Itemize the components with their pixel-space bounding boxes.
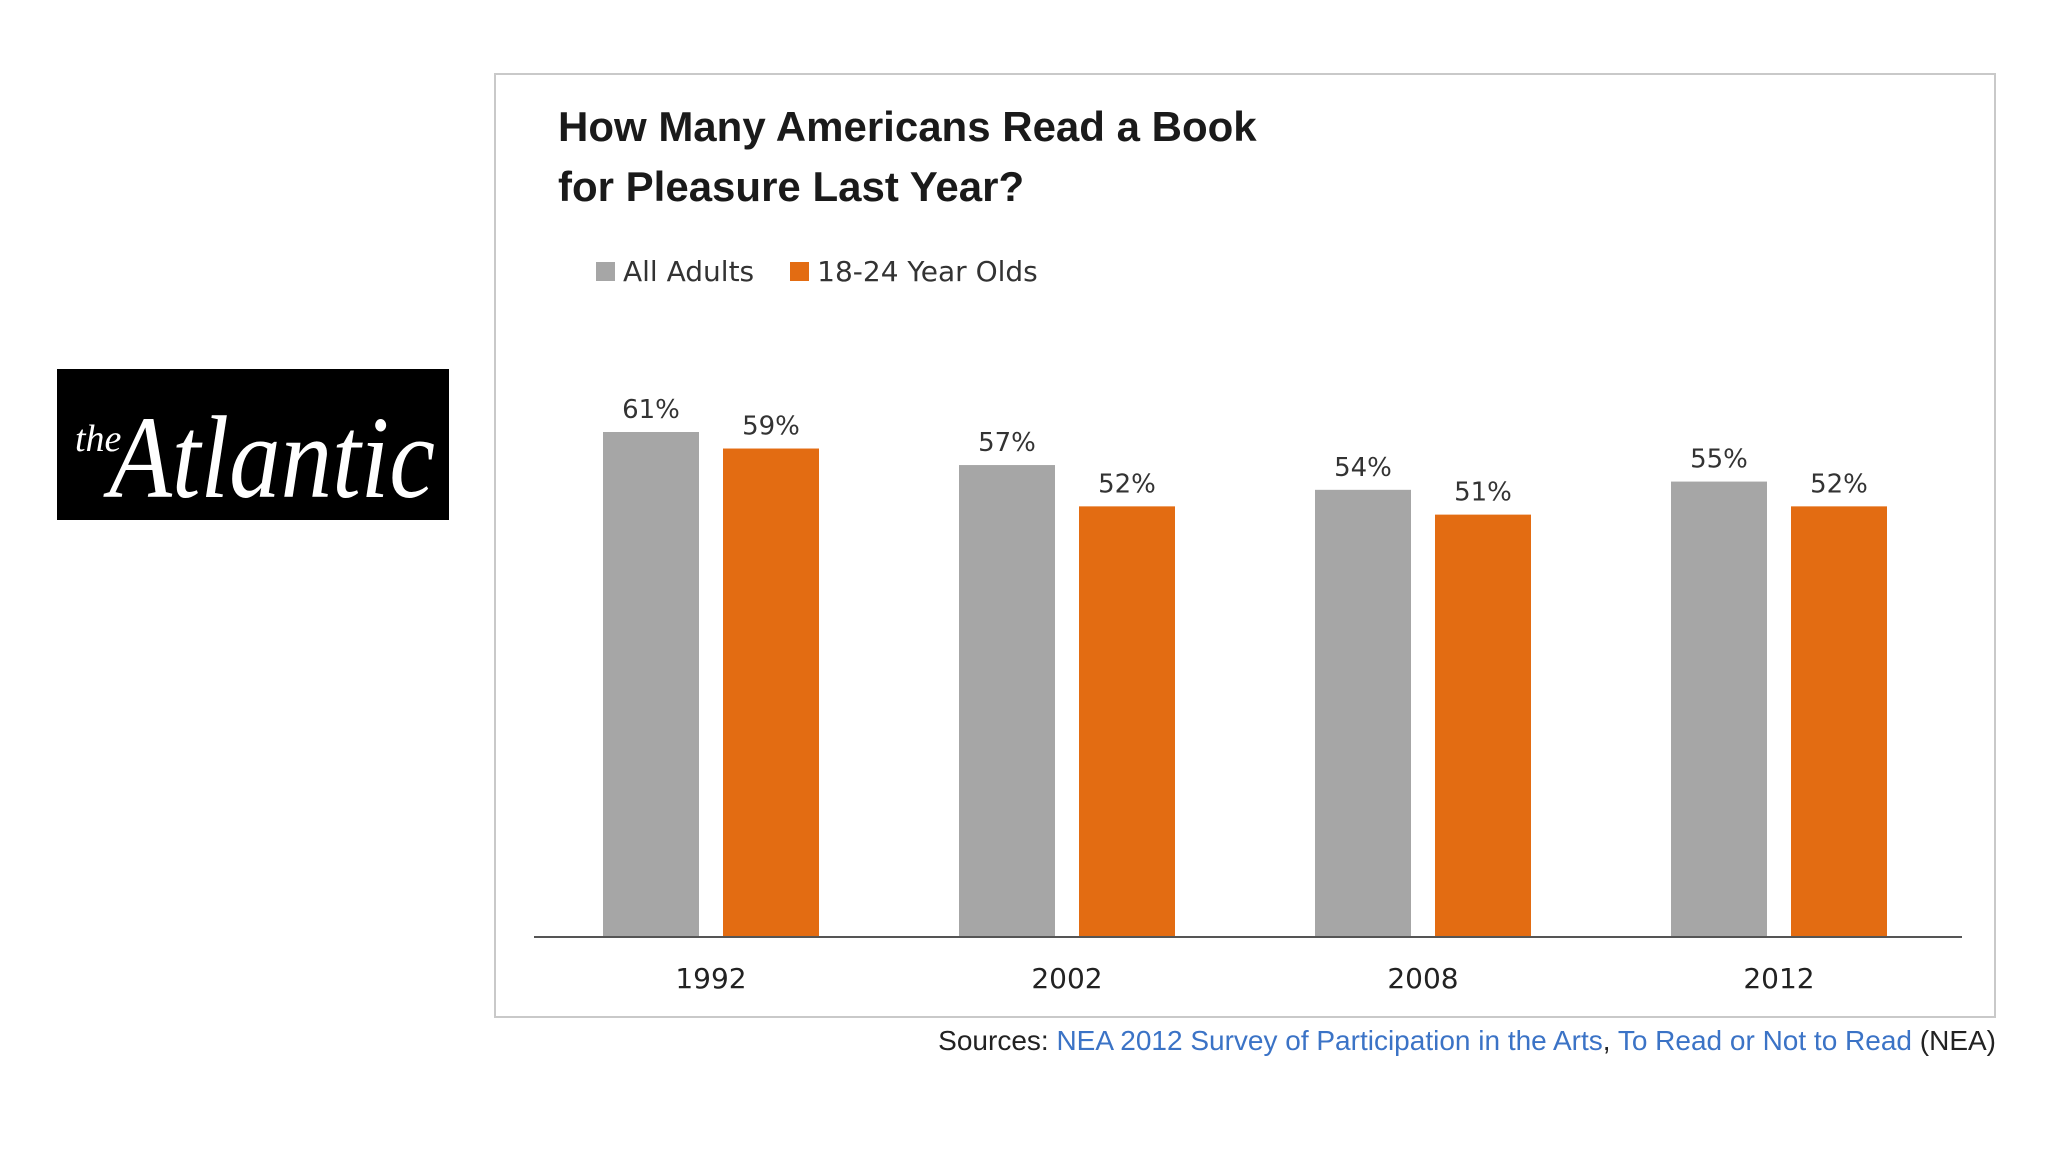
bar-all-adults-1992 [603,432,699,936]
data-label-all-adults-2012: 55% [1690,445,1748,475]
to-read-or-not-link[interactable]: To Read or Not to Read [1617,1025,1912,1056]
chart-title-line-1: How Many Americans Read a Book [558,103,1257,150]
chart-container: 61% 59% 1992 57% 52% 2002 54% 51% 2008 55% 52% 2012… [494,73,1996,1018]
bar-chart: 61% 59% 1992 57% 52% 2002 54% 51% 2008 55% 52% 2012 [534,395,1962,995]
bar-18-24-2012 [1791,506,1887,936]
legend-entry-18-24: 18-24 Year Olds [790,255,1038,288]
bar-all-adults-2008 [1315,489,1411,936]
sources-separator: , [1602,1025,1618,1056]
sources-suffix: (NEA) [1912,1025,1996,1056]
the-atlantic-logo: the Atlantic [57,369,449,520]
logo-prefix: the [75,418,122,460]
x-tick-label-1992: 1992 [675,962,746,995]
legend-label-all-adults: All Adults [623,255,755,288]
data-label-18-24-2012: 52% [1810,469,1868,499]
data-label-all-adults-1992: 61% [622,395,680,425]
bar-18-24-2002 [1079,506,1175,936]
legend-swatch-all-adults [596,262,615,281]
sources-line: Sources: NEA 2012 Survey of Participatio… [938,1025,1996,1057]
data-label-18-24-1992: 59% [742,412,800,442]
bar-all-adults-2002 [959,465,1055,936]
x-tick-label-2002: 2002 [1031,962,1102,995]
logo-name: Atlantic [103,392,435,520]
sources-prefix: Sources: [938,1025,1057,1056]
chart-title-line-2: for Pleasure Last Year? [558,163,1025,210]
legend-entry-all-adults: All Adults [596,255,754,288]
data-label-18-24-2008: 51% [1454,478,1512,508]
x-tick-label-2008: 2008 [1387,962,1458,995]
data-label-all-adults-2008: 54% [1334,453,1392,483]
x-tick-label-2012: 2012 [1743,962,1814,995]
legend-swatch-18-24 [790,262,810,281]
data-label-18-24-2002: 52% [1098,469,1156,499]
data-label-all-adults-2002: 57% [978,428,1036,458]
chart-title: How Many Americans Read a Book for Pleas… [558,97,1458,217]
bar-18-24-2008 [1435,514,1531,936]
legend-label-18-24: 18-24 Year Olds [817,255,1038,288]
bar-18-24-1992 [723,448,819,936]
bar-all-adults-2012 [1671,481,1767,936]
nea-survey-link[interactable]: NEA 2012 Survey of Participation in the … [1056,1025,1603,1056]
chart-legend: All Adults 18-24 Year Olds [596,255,1074,288]
